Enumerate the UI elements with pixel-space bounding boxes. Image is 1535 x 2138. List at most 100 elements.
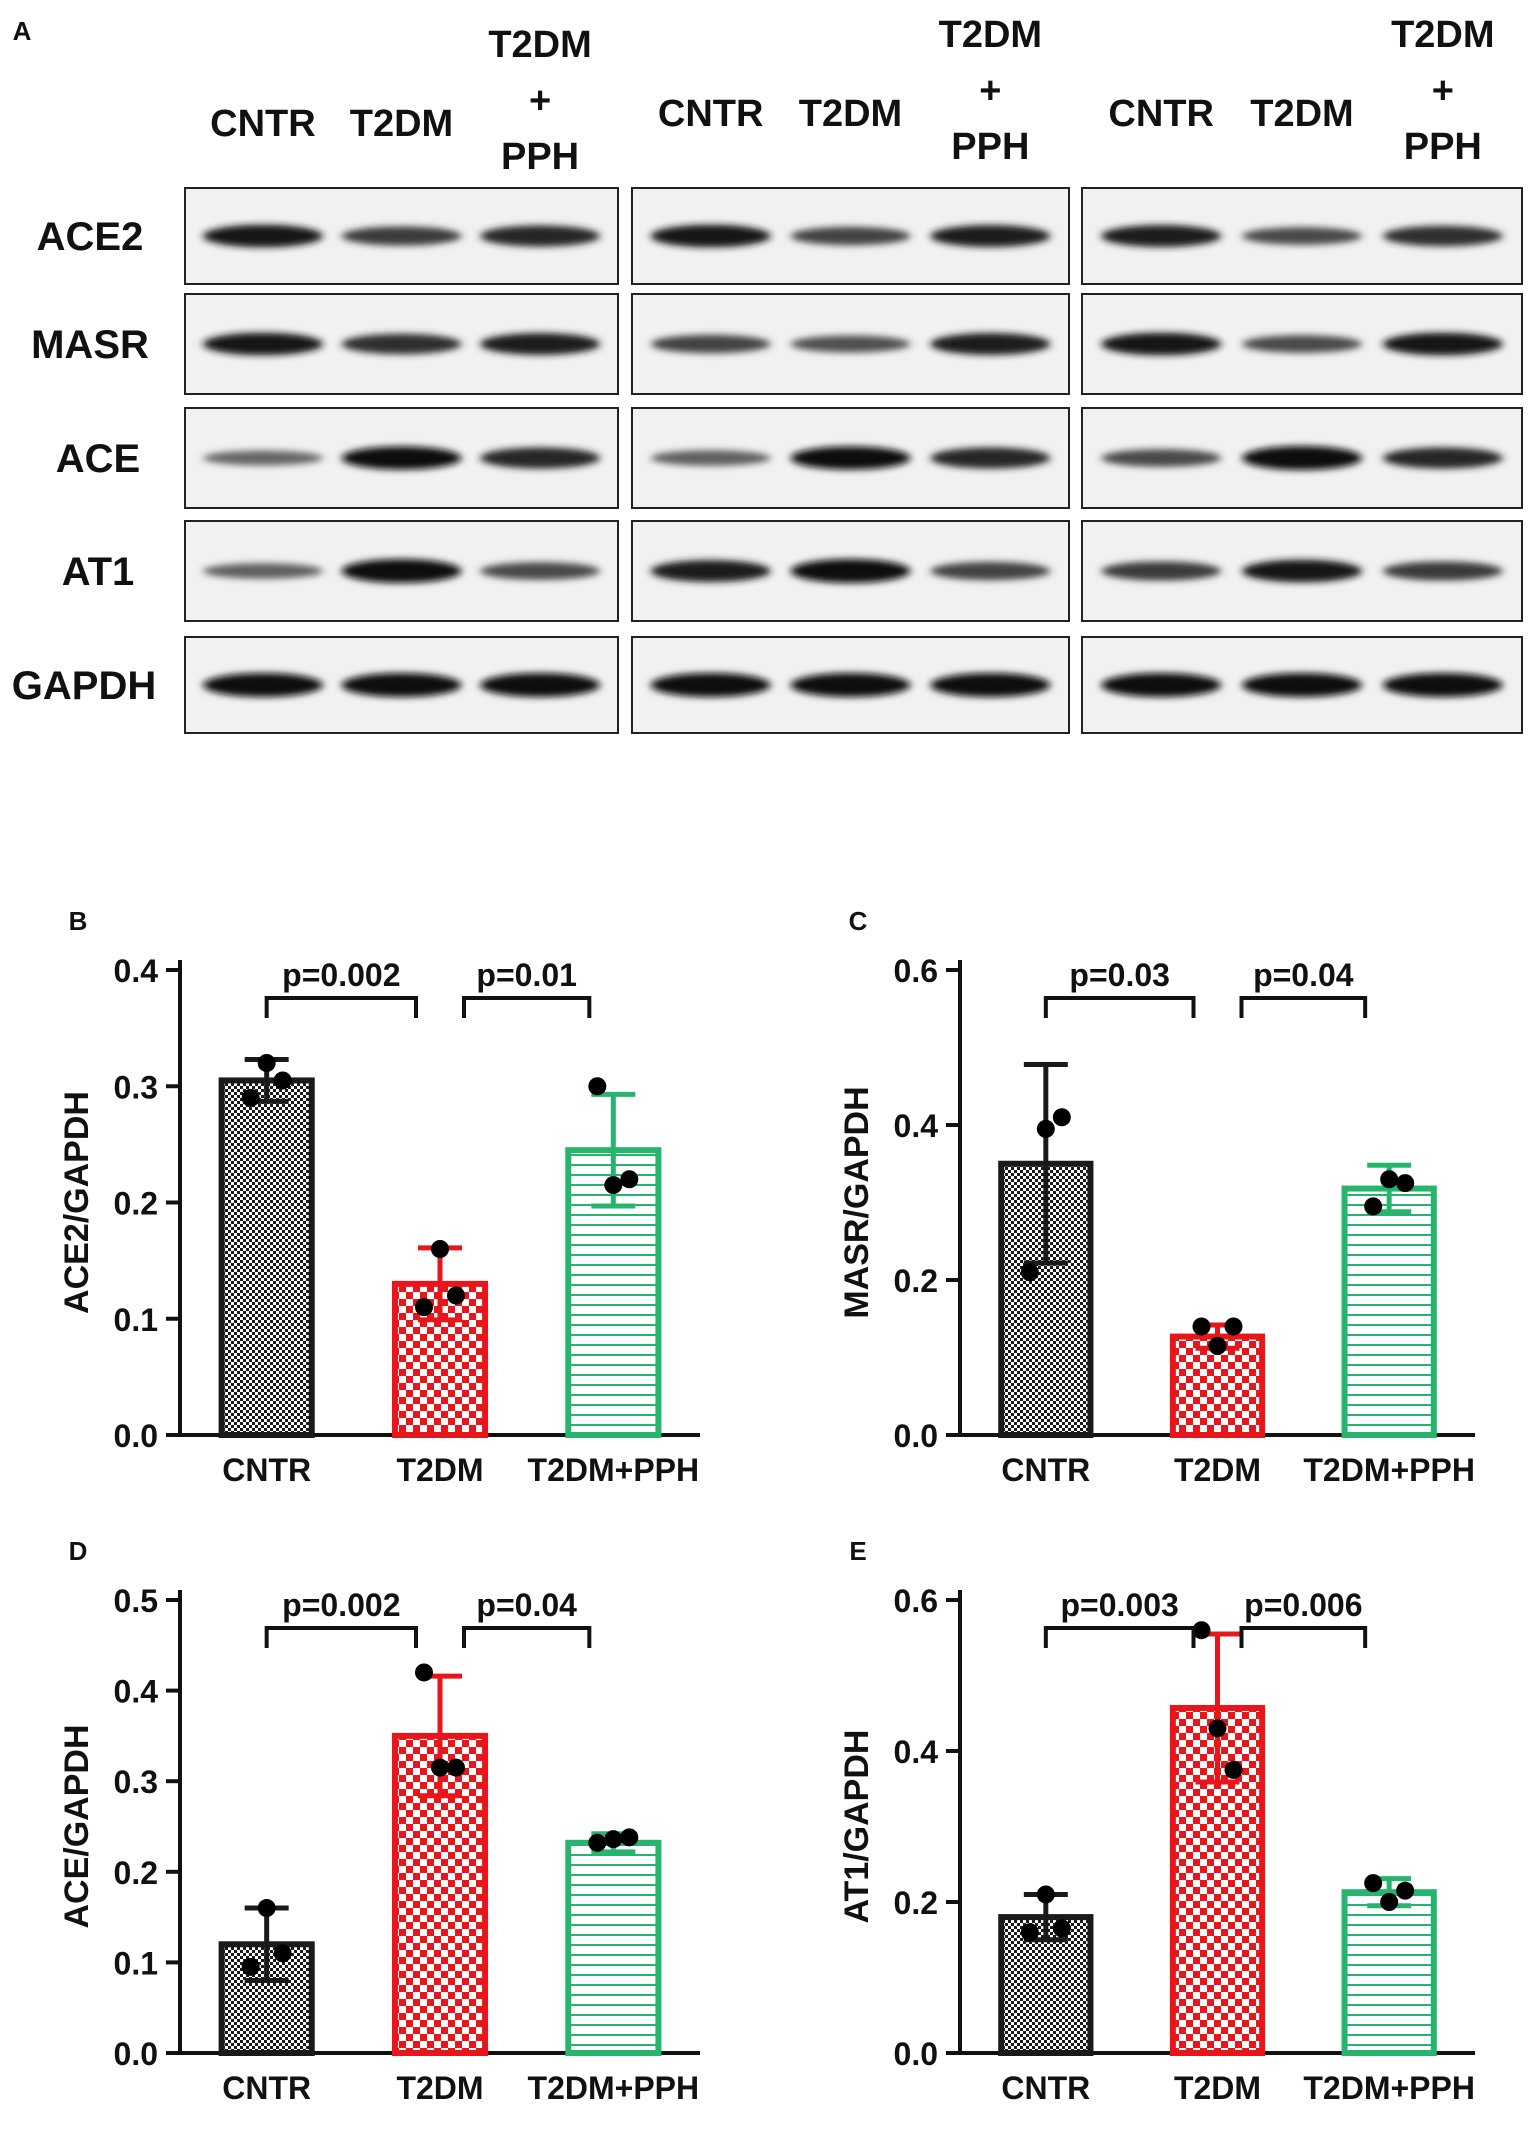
y-tick-label: 0.4 [894,1734,939,1770]
x-tick-label: T2DM+PPH [528,1452,700,1488]
data-point [604,1830,623,1849]
p-value-label: p=0.04 [1253,957,1354,993]
blot-band [480,225,601,247]
x-tick-label: CNTR [1001,1452,1090,1488]
data-point [604,1176,623,1195]
data-point [273,1071,292,1090]
significance-bracket [1043,1626,1196,1648]
blot-band [480,447,601,469]
significance-bracket [1239,996,1368,1018]
lane-label: CNTR [1108,93,1214,135]
data-point [1380,1170,1399,1189]
panel-label-a: A [13,16,32,46]
lane-label: T2DM [939,14,1042,56]
blot-band [202,450,323,466]
x-tick-label: T2DM+PPH [528,2070,700,2106]
data-point [1396,1174,1415,1193]
blot-band [1101,225,1222,247]
y-tick-label: 0.5 [114,1583,158,1619]
x-tick-label: T2DM [396,1452,483,1488]
data-point [1052,1919,1071,1938]
blot-band [930,333,1051,355]
lane-label: T2DM [350,103,453,145]
y-axis-label: AT1/GAPDH [838,1730,876,1924]
data-point [1020,1263,1039,1282]
y-tick-label: 0.1 [114,1945,158,1981]
y-tick-label: 0.2 [894,1885,938,1921]
y-tick-label: 0.0 [894,1418,938,1454]
data-point [1224,1317,1243,1336]
lane-label: CNTR [210,103,316,145]
data-point [1036,1885,1055,1904]
data-point [447,1286,465,1305]
blot-band [480,673,601,697]
data-point [415,1298,433,1317]
chart-ace: D 0.0 0.1 0.2 0.3 0.4 0.5 ACE/GAPDH CNTR T2DM T2DM… [58,1536,700,2106]
data-point [620,1170,639,1189]
lane-label: T2DM [1250,93,1353,135]
blot-band [790,226,911,246]
significance-bracket [264,1626,418,1648]
panel-label: C [849,906,868,936]
lane-label: CNTR [658,93,764,135]
row-label-gapdh: GAPDH [12,664,156,708]
x-tick-label: T2DM+PPH [1303,1452,1475,1488]
blot-band [930,673,1051,697]
blot-band [1382,673,1503,697]
blot-band [1242,227,1362,245]
lane-label: T2DM [488,24,591,66]
blot-band [202,563,323,579]
y-tick-label: 0.0 [114,2036,158,2072]
data-point [588,1077,607,1096]
blot-band [650,560,771,582]
blot-band [650,224,771,248]
lane-label: PPH [1404,126,1482,168]
row-label-masr: MASR [31,323,149,367]
row-label-ace: ACE [56,437,140,481]
y-tick-label: 0.4 [114,1674,159,1710]
row-label-at1: AT1 [62,550,135,594]
y-tick-label: 0.0 [894,2036,938,2072]
blot-band [1382,225,1503,247]
data-point [241,1957,260,1976]
blot-band [1382,561,1503,581]
y-tick-label: 0.6 [894,953,938,989]
blot-band [1101,673,1222,697]
blot-band [1242,559,1362,583]
blot-band [341,226,462,246]
data-point [1208,1719,1227,1738]
significance-bracket [264,996,418,1018]
data-point [257,1899,276,1918]
data-point [1192,1317,1211,1336]
lane-label: + [1432,70,1454,112]
blot-band [480,562,601,580]
x-tick-label: T2DM [1174,2070,1261,2106]
significance-bracket [462,996,592,1018]
data-point [273,1944,292,1963]
bar-t2dm-pph [565,1839,662,2057]
data-point [1364,1874,1383,1893]
blot-band [930,561,1051,581]
lane-label: T2DM [1391,14,1494,56]
blot-band [202,332,323,356]
data-point [415,1663,433,1682]
p-value-label: p=0.003 [1061,1587,1179,1623]
blot-band [930,225,1051,247]
data-point [447,1758,465,1777]
x-tick-label: CNTR [1001,2070,1090,2106]
data-point [241,1088,260,1107]
blot-band [930,447,1051,469]
y-tick-label: 0.4 [894,1108,939,1144]
x-tick-label: CNTR [222,1452,311,1488]
lane-label: + [529,80,551,122]
blot-band [341,446,462,470]
blot-band [650,450,771,466]
blot-band [1242,335,1362,353]
y-tick-label: 0.6 [894,1583,938,1619]
blot-band [202,224,323,248]
p-value-label: p=0.006 [1244,1587,1362,1623]
blot-band [1242,446,1362,470]
bar-t2dm-pph [1341,1889,1437,2056]
p-value-label: p=0.002 [282,1587,400,1623]
lane-label: + [979,70,1001,112]
